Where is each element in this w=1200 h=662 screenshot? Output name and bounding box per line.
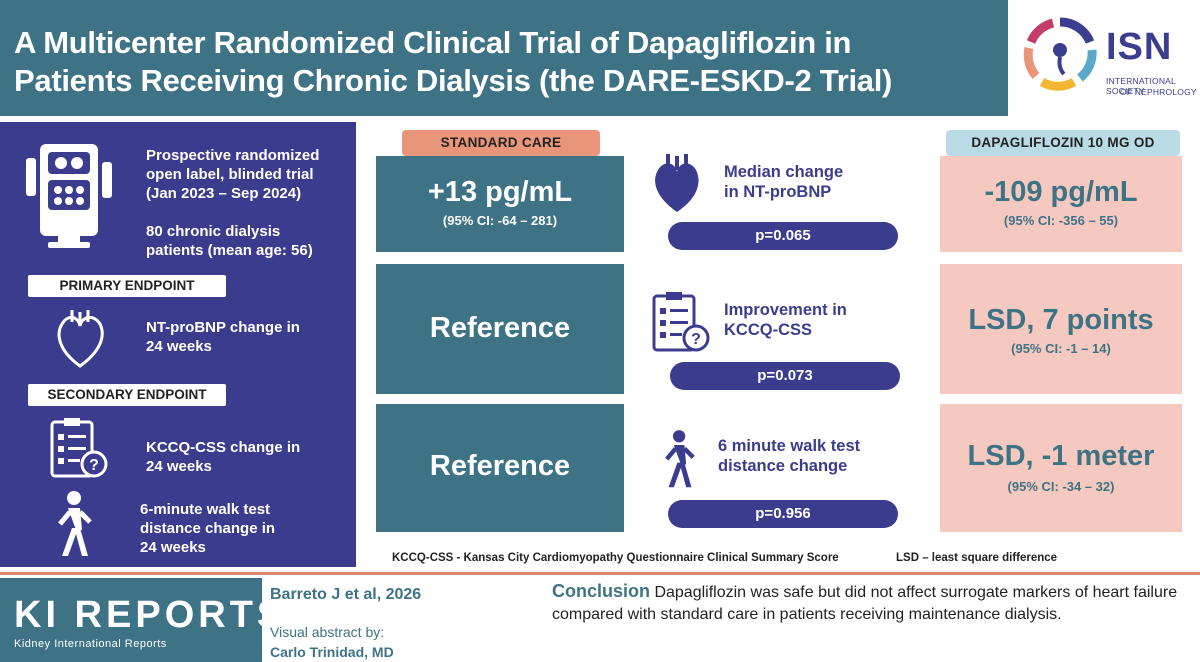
secondary1-line-1: KCCQ-CSS change in — [146, 439, 301, 456]
standard-care-header: STANDARD CARE — [402, 130, 600, 156]
title-banner — [0, 0, 1008, 116]
measure-line-1: Median change — [724, 163, 844, 181]
visual-abstract-credit: Visual abstract by: — [270, 624, 385, 640]
standard-value: +13 pg/mL — [427, 176, 573, 208]
design-line-1: Prospective randomized — [146, 147, 320, 164]
patients-line-2: patients (mean age: 56) — [146, 242, 313, 259]
journal-logo: KI REPORTS — [14, 594, 287, 636]
standard-result-kccq: Reference — [376, 264, 624, 394]
dapa-result-ntprobnp: -109 pg/mL (95% CI: -356 – 55) — [940, 156, 1182, 252]
standard-value: Reference — [429, 450, 571, 482]
standard-result-walk: Reference — [376, 404, 624, 532]
primary-line-1: NT-proBNP change in — [146, 319, 300, 336]
dapa-ci: (95% CI: -356 – 55) — [1003, 213, 1119, 228]
heart-icon — [57, 310, 104, 368]
measure-line-1: 6 minute walk test — [718, 437, 861, 455]
primary-endpoint-badge: PRIMARY ENDPOINT — [28, 275, 226, 297]
isn-logo-icon — [1023, 17, 1097, 91]
primary-line-2: 24 weeks — [146, 338, 212, 355]
dapa-value: LSD, -1 meter — [967, 440, 1155, 472]
logo-subtitle-2: OF NEPHROLOGY — [1120, 87, 1197, 97]
walking-person-icon — [665, 430, 695, 488]
walking-person-icon — [58, 491, 92, 556]
author-name: Carlo Trinidad, MD — [270, 644, 394, 660]
secondary2-line-1: 6-minute walk test — [140, 501, 271, 518]
standard-ci: (95% CI: -64 – 281) — [442, 213, 558, 228]
measure-walk-test: 6 minute walk test distance change — [718, 436, 860, 476]
citation: Barreto J et al, 2026 — [270, 586, 422, 603]
logo-area — [1008, 0, 1200, 116]
standard-result-ntprobnp: +13 pg/mL (95% CI: -64 – 281) — [376, 156, 624, 252]
secondary-endpoint-2-text: 6-minute walk test distance change in 24… — [140, 500, 275, 557]
heart-icon — [655, 154, 699, 212]
lsd-footnote: LSD – least square difference — [896, 552, 1058, 564]
dapa-value: LSD, 7 points — [968, 304, 1154, 336]
journal-subtitle: Kidney International Reports — [14, 638, 167, 650]
conclusion: Conclusion Dapagliflozin was safe but di… — [552, 580, 1192, 626]
dapa-ci: (95% CI: -34 – 32) — [1007, 479, 1115, 494]
patients-text: 80 chronic dialysis patients (mean age: … — [146, 222, 313, 260]
clipboard-question-icon: ? — [652, 292, 710, 352]
logo-subtitle-1: INTERNATIONAL SOCIETY — [1106, 76, 1176, 96]
measure-line-1: Improvement in — [724, 301, 847, 319]
journal-logo-box — [0, 578, 262, 662]
design-line-2: open label, blinded trial — [146, 166, 314, 183]
measure-line-2: distance change — [718, 457, 848, 475]
conclusion-text: Dapagliflozin was safe but did not affec… — [552, 584, 1178, 623]
measure-line-2: KCCQ-CSS — [724, 321, 813, 339]
p-value-walk-test: p=0.956 — [668, 500, 898, 528]
standard-value: Reference — [429, 312, 571, 344]
p-value-ntprobnp: p=0.065 — [668, 222, 898, 250]
measure-line-2: in NT-proBNP — [724, 183, 832, 201]
measure-kccq: Improvement in KCCQ-CSS — [724, 300, 847, 340]
primary-endpoint-text: NT-proBNP change in 24 weeks — [146, 318, 300, 356]
dialysis-machine-icon — [26, 144, 112, 248]
p-value-kccq: p=0.073 — [670, 362, 900, 390]
dapa-result-walk: LSD, -1 meter (95% CI: -34 – 32) — [940, 404, 1182, 532]
conclusion-label: Conclusion — [552, 581, 650, 601]
footer-divider — [0, 572, 1200, 575]
svg-text:?: ? — [691, 331, 701, 348]
title-line-2: Patients Receiving Chronic Dialysis (the… — [14, 63, 893, 98]
design-line-3: (Jan 2023 – Sep 2024) — [146, 185, 302, 202]
secondary2-line-3: 24 weeks — [140, 539, 206, 556]
study-design-text: Prospective randomized open label, blind… — [146, 146, 319, 203]
patients-line-1: 80 chronic dialysis — [146, 223, 281, 240]
dapa-value: -109 pg/mL — [984, 176, 1138, 208]
dapa-result-kccq: LSD, 7 points (95% CI: -1 – 14) — [940, 264, 1182, 394]
measure-ntprobnp: Median change in NT-proBNP — [724, 162, 843, 202]
page-title: A Multicenter Randomized Clinical Trial … — [14, 24, 1004, 100]
secondary-endpoint-badge: SECONDARY ENDPOINT — [28, 384, 226, 406]
dapagliflozin-header: DAPAGLIFLOZIN 10 MG OD — [946, 130, 1180, 156]
secondary1-line-2: 24 weeks — [146, 458, 212, 475]
svg-text:?: ? — [89, 457, 99, 474]
kccq-footnote: KCCQ-CSS - Kansas City Cardiomyopathy Qu… — [392, 552, 839, 564]
clipboard-question-icon: ? — [50, 418, 108, 478]
secondary2-line-2: distance change in — [140, 520, 276, 537]
logo-name: ISN — [1106, 26, 1173, 68]
dapa-ci: (95% CI: -1 – 14) — [1011, 341, 1111, 356]
secondary-endpoint-1-text: KCCQ-CSS change in 24 weeks — [146, 438, 300, 476]
title-line-1: A Multicenter Randomized Clinical Trial … — [14, 25, 852, 60]
